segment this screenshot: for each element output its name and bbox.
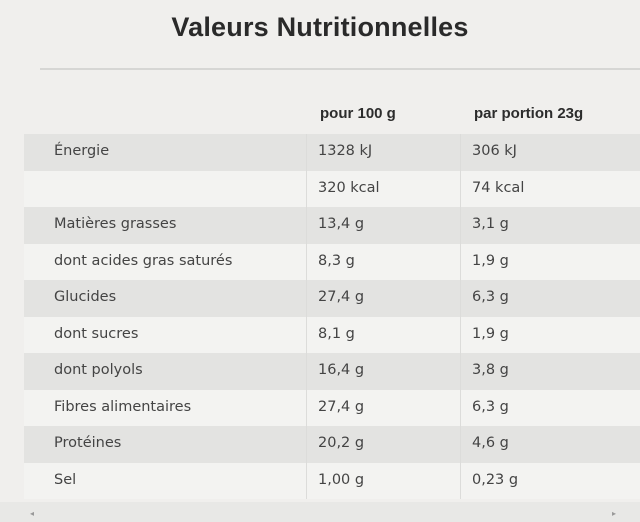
nutrition-table: pour 100 g par portion 23g Énergie 1328 k… [24, 96, 640, 499]
scroll-area-bottom: ◂ ▸ [0, 502, 640, 522]
table-row: Glucides 27,4 g 6,3 g [24, 280, 640, 317]
nutrient-label: Matières grasses [54, 216, 177, 232]
table-row: dont sucres 8,1 g 1,9 g [24, 316, 640, 353]
column-divider [460, 134, 461, 499]
value-per-100g: 1328 kJ [318, 143, 373, 159]
nutrient-label: dont acides gras saturés [54, 252, 233, 269]
value-per-portion: 4,6 g [472, 435, 509, 451]
table-row: Fibres alimentaires 27,4 g 6,3 g [24, 389, 640, 426]
value-per-100g: 8,1 g [318, 325, 355, 342]
value-per-portion: 1,9 g [472, 325, 509, 342]
nutrient-label: Protéines [54, 435, 122, 451]
column-header-per-portion: par portion 23g [474, 105, 584, 122]
value-per-100g: 8,3 g [318, 252, 355, 269]
column-header-per-100g: pour 100 g [320, 105, 396, 122]
table-row: dont polyols 16,4 g 3,8 g [24, 353, 640, 390]
value-per-100g: 13,4 g [318, 216, 365, 232]
value-per-100g: 320 kcal [318, 179, 380, 196]
table-header: pour 100 g par portion 23g [24, 96, 640, 134]
nutrient-label: dont polyols [54, 362, 143, 378]
table-row: Sel 1,00 g 0,23 g [24, 462, 640, 499]
value-per-100g: 20,2 g [318, 435, 365, 451]
value-per-portion: 74 kcal [472, 179, 525, 196]
table-row: Matières grasses 13,4 g 3,1 g [24, 207, 640, 244]
value-per-100g: 27,4 g [318, 289, 365, 305]
value-per-100g: 27,4 g [318, 398, 365, 415]
nutrient-label: Sel [54, 471, 77, 488]
scroll-right-icon[interactable]: ▸ [611, 509, 616, 518]
value-per-portion: 306 kJ [472, 143, 517, 159]
value-per-100g: 1,00 g [318, 471, 365, 488]
table-row: 320 kcal 74 kcal [24, 170, 640, 207]
table-row: dont acides gras saturés 8,3 g 1,9 g [24, 243, 640, 280]
value-per-portion: 6,3 g [472, 289, 509, 305]
nutrient-label: Fibres alimentaires [54, 398, 192, 415]
table-row: Protéines 20,2 g 4,6 g [24, 426, 640, 463]
page-title: Valeurs Nutritionnelles [171, 12, 469, 42]
value-per-portion: 1,9 g [472, 252, 509, 269]
value-per-portion: 3,8 g [472, 362, 509, 378]
column-divider [306, 134, 307, 499]
value-per-100g: 16,4 g [318, 362, 365, 378]
nutrient-label: Glucides [54, 289, 117, 305]
scroll-left-icon[interactable]: ◂ [30, 509, 35, 518]
title-divider [40, 68, 640, 70]
nutrient-label: Énergie [54, 143, 110, 159]
value-per-portion: 6,3 g [472, 398, 509, 415]
table-body: Énergie 1328 kJ 306 kJ 320 kcal 74 kcal Matiè… [24, 134, 640, 499]
table-row: Énergie 1328 kJ 306 kJ [24, 134, 640, 171]
nutrient-label: dont sucres [54, 325, 139, 342]
value-per-portion: 0,23 g [472, 471, 519, 488]
value-per-portion: 3,1 g [472, 216, 509, 232]
